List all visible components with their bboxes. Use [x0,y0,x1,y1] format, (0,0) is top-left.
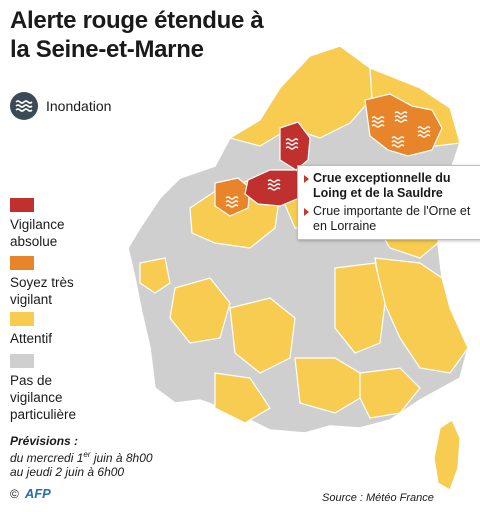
callout-item-1-text: Crue exceptionnelle du Loing et de la Sa… [313,171,451,200]
orange-zones [214,93,443,217]
forecast-line-1-sup: er [83,450,91,459]
legend-yellow: Attentif [10,312,52,347]
flood-markers [225,111,431,208]
triangle-bullet-icon [304,175,309,183]
legend-label-yellow: Attentif [10,331,53,346]
legend-grey: Pas de vigilance particulière [10,354,100,423]
forecast-block: Prévisions : du mercredi 1er juin à 8h00… [10,434,153,479]
legend-label-orange: Soyez très vigilant [10,275,74,307]
france-map [127,45,469,491]
forecast-line-1-start: du mercredi 1 [10,451,84,465]
forecast-line-1-end: juin à 8h00 [90,451,153,465]
forecast-heading: Prévisions : [10,434,79,448]
flood-legend-label: Inondation [46,98,112,114]
flood-callout: Crue exceptionnelle du Loing et de la Sa… [297,165,480,240]
map-title: Alerte rouge étendue à la Seine-et-Marne [10,7,264,63]
callout-item-2: Crue importante de l'Orne et en Lorraine [304,204,476,234]
flood-waves-icon [10,92,38,120]
legend-orange: Soyez très vigilant [10,256,100,308]
callout-item-1: Crue exceptionnelle du Loing et de la Sa… [304,171,476,201]
legend-red: Vigilance absolue [10,198,80,250]
legend-label-grey: Pas de vigilance particulière [10,373,77,422]
callout-item-2-text: Crue importante de l'Orne et en Lorraine [313,204,471,233]
afp-logo: AFP [24,486,51,501]
legend-swatch-orange [10,256,34,270]
source-text: Source : Météo France [322,492,434,504]
forecast-line-2: au jeudi 2 juin à 6h00 [10,465,125,479]
triangle-bullet-icon [304,208,309,216]
legend-swatch-red [10,198,34,212]
corsica [433,419,461,491]
flood-legend: Inondation [10,92,111,120]
copyright-symbol: © [10,486,19,501]
credit: © AFP [10,486,51,501]
legend-swatch-grey [10,354,34,368]
legend-label-red: Vigilance absolue [10,217,65,249]
legend-swatch-yellow [10,312,34,326]
forecast-line-1: du mercredi 1er juin à 8h00 [10,448,153,465]
